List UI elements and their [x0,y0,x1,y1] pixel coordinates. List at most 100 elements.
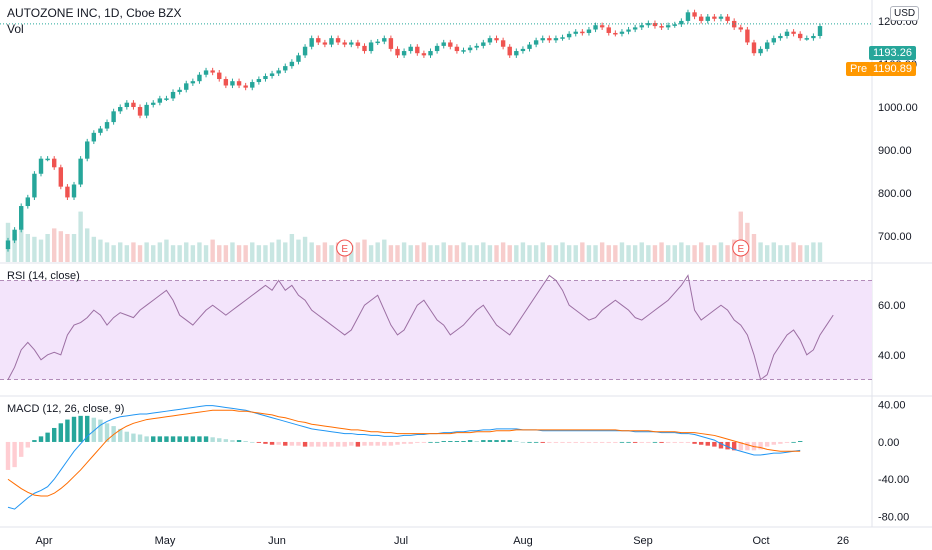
candle-body [316,38,321,43]
macd-histogram-bar [731,441,737,451]
volume-bar [289,234,295,262]
candle-body [804,38,809,40]
volume-bar [151,245,156,262]
candle-body [415,46,420,54]
volume-bar [817,242,823,262]
pre-market-price-tag: 1190.89 [869,62,916,76]
macd-histogram-bar [434,441,440,443]
candle-body [573,31,578,34]
macd-histogram-bar [289,441,295,446]
volume-bar [474,245,479,262]
volume-bar [580,242,585,262]
macd-histogram-bar [91,417,97,442]
volume-bar [791,242,796,262]
volume-bar [540,242,545,262]
macd-histogram-bar [170,436,176,442]
candle-body [527,44,532,49]
volume-bar [388,245,394,262]
volume-bar [639,242,644,262]
price-axis-tick: 800.00 [878,188,912,200]
candle-body [797,33,803,39]
last-price-tag: 1193.26 [869,46,916,60]
candle-body [494,38,499,41]
candle-body [177,89,182,92]
volume-bar [487,245,493,262]
rsi-band [0,280,872,380]
volume-bar [705,245,710,262]
macd-histogram-bar [778,441,783,444]
macd-histogram-bar [613,441,618,443]
volume-bar [467,245,473,262]
volume-bar [375,242,380,262]
macd-histogram-bar [223,439,229,442]
candle-body [342,42,347,45]
macd-histogram-bar [672,441,677,443]
macd-histogram-bar [217,438,222,442]
volume-bar [408,245,413,262]
macd-histogram-bar [692,441,697,444]
macd-histogram-bar [481,440,486,442]
volume-bar [401,242,407,262]
macd-histogram-bar [448,441,453,442]
macd-histogram-bar [32,440,37,442]
candle-body [131,102,136,108]
candle-body [329,38,334,45]
candle-body [467,47,473,51]
volume-bar [514,245,519,262]
candle-body [811,35,816,39]
macd-histogram-bar [316,441,321,447]
candle-body [349,42,354,45]
macd-histogram-bar [250,441,255,443]
volume-bar [461,242,466,262]
candle-body [71,184,77,198]
volume-bar [685,245,691,262]
macd-histogram-bar [190,436,196,442]
candle-body [712,16,717,19]
candle-body [276,70,281,74]
candle-body [553,38,559,41]
candle-body [540,38,545,41]
volume-bar [738,211,743,262]
macd-histogram-bar [698,441,704,445]
volume-bar [243,245,248,262]
macd-histogram-bar [401,441,407,444]
candle-body [566,33,572,38]
candle-body [190,81,196,84]
candle-body [203,70,209,75]
candle-body [250,82,255,88]
candle-body [599,25,605,28]
macd-histogram-bar [375,441,380,446]
volume-bar [322,242,328,262]
candle-body [401,51,407,56]
volume-bar [593,245,598,262]
candle-body [38,158,44,174]
volume-bar [494,245,499,262]
macd-histogram-bar [157,436,163,442]
volume-bar [131,242,136,262]
macd-histogram-bar [335,441,341,447]
volume-bar [184,242,189,262]
candle-body [441,42,446,46]
volume-bar [38,239,44,262]
macd-histogram-bar [210,437,215,442]
volume-bar [646,245,651,262]
volume-bar [712,245,717,262]
macd-histogram-bar [454,441,460,442]
candle-body [335,38,341,43]
currency-button[interactable]: USD [890,6,920,21]
candle-body [137,107,143,116]
volume-bar [751,234,757,262]
macd-histogram-bar [725,441,730,450]
time-axis-tick: Aug [513,535,533,547]
volume-bar [382,239,387,262]
candle-body [547,38,552,41]
candle-body [718,16,724,19]
volume-bar [527,245,532,262]
volume-bar [764,245,770,262]
macd-histogram-bar [368,441,374,446]
macd-histogram-bar [507,440,512,442]
candle-body [170,91,176,99]
volume-bar [104,242,110,262]
macd-histogram-bar [679,441,684,443]
